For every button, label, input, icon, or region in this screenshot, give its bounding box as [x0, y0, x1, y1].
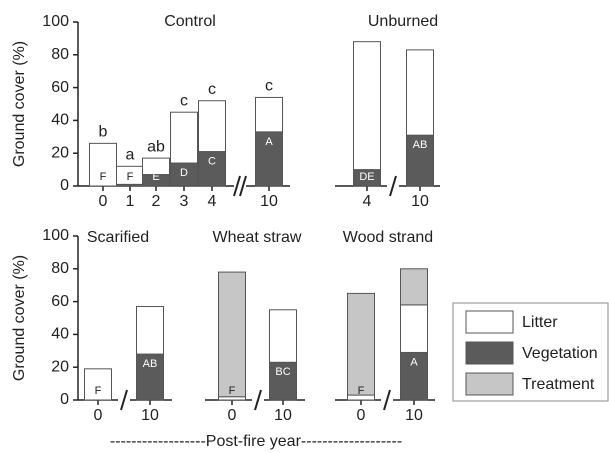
inside-label: F [358, 385, 365, 397]
y-tick-label: 40 [51, 326, 69, 343]
bar-segment [136, 353, 164, 401]
above-label: c [180, 92, 188, 109]
inside-label: BC [275, 366, 290, 378]
inside-label: F [127, 171, 134, 183]
y-tick-label: 20 [51, 144, 69, 161]
bar-segment [170, 111, 198, 164]
bar-segment [400, 304, 428, 353]
bar-segment [89, 142, 117, 187]
above-label: c [265, 78, 273, 95]
inside-label: DE [359, 171, 374, 183]
bar-segment [347, 292, 375, 396]
y-tick-label: 20 [51, 358, 69, 375]
y-tick-label: 40 [51, 112, 69, 129]
x-tick-label: 3 [180, 193, 189, 210]
bar-segment [255, 96, 283, 133]
legend-swatch [465, 310, 514, 334]
bar-segment [269, 361, 297, 401]
bar-segment [406, 134, 434, 187]
y-tick-label: 100 [42, 227, 69, 244]
y-tick-label: 100 [42, 13, 69, 30]
bar-segment [198, 100, 226, 153]
x-tick-label: 1 [126, 193, 135, 210]
y-tick-label: 0 [60, 177, 69, 194]
panel-title: Wheat straw [213, 229, 302, 246]
bar-segment [255, 131, 283, 187]
y-tick-label: 80 [51, 46, 69, 63]
y-axis-label: Ground cover (%) [11, 255, 28, 381]
axis-break [120, 389, 128, 411]
inside-label: A [265, 136, 273, 148]
y-tick-label: 80 [51, 260, 69, 277]
legend-label: Treatment [522, 376, 595, 393]
inside-label: F [229, 385, 236, 397]
x-tick-label: 0 [357, 407, 366, 424]
inside-label: E [152, 171, 159, 183]
x-tick-label: 10 [260, 193, 278, 210]
x-tick-label: 10 [274, 407, 292, 424]
y-tick-label: 60 [51, 293, 69, 310]
inside-label: F [100, 171, 107, 183]
panel-title: Scarified [87, 229, 149, 246]
x-tick-label: 4 [208, 193, 217, 210]
x-tick-label: 10 [411, 193, 429, 210]
axis-break [389, 175, 397, 197]
axis-break [233, 175, 241, 197]
bar-segment [269, 309, 297, 363]
axis-break [239, 175, 247, 197]
x-tick-label: 0 [99, 193, 108, 210]
x-tick-label: 4 [363, 193, 372, 210]
bar-segment [218, 271, 246, 398]
legend-label: Litter [522, 314, 558, 331]
above-label: a [126, 147, 135, 164]
above-label: c [208, 81, 216, 98]
bar-segment [406, 49, 434, 136]
x-tick-label: 10 [405, 407, 423, 424]
inside-label: D [180, 167, 188, 179]
bar-segment [84, 368, 112, 401]
inside-label: F [95, 385, 102, 397]
axis-break [254, 389, 262, 411]
inside-label: C [208, 155, 216, 167]
x-axis-label: ------------------Post-fire year--------… [110, 433, 402, 450]
legend-swatch [465, 372, 514, 396]
x-tick-label: 0 [94, 407, 103, 424]
panel-title: Wood strand [343, 229, 433, 246]
x-tick-label: 2 [152, 193, 161, 210]
panel-title: Control [164, 13, 216, 30]
legend-swatch [465, 341, 514, 365]
bar-segment [142, 157, 170, 176]
bar-segment [400, 351, 428, 401]
y-tick-label: 60 [51, 79, 69, 96]
x-tick-label: 0 [228, 407, 237, 424]
inside-label: A [410, 356, 418, 368]
y-axis-label: Ground cover (%) [11, 41, 28, 167]
bar-segment [353, 41, 381, 171]
above-label: ab [147, 138, 165, 155]
bar-segment [136, 306, 164, 355]
panel-title: Unburned [368, 13, 438, 30]
legend-label: Vegetation [522, 345, 598, 362]
inside-label: AB [143, 358, 158, 370]
x-tick-label: 10 [141, 407, 159, 424]
axis-break [383, 389, 391, 411]
bar-segment [400, 268, 428, 306]
inside-label: AB [413, 139, 428, 151]
above-label: b [99, 124, 108, 141]
y-tick-label: 0 [60, 391, 69, 408]
